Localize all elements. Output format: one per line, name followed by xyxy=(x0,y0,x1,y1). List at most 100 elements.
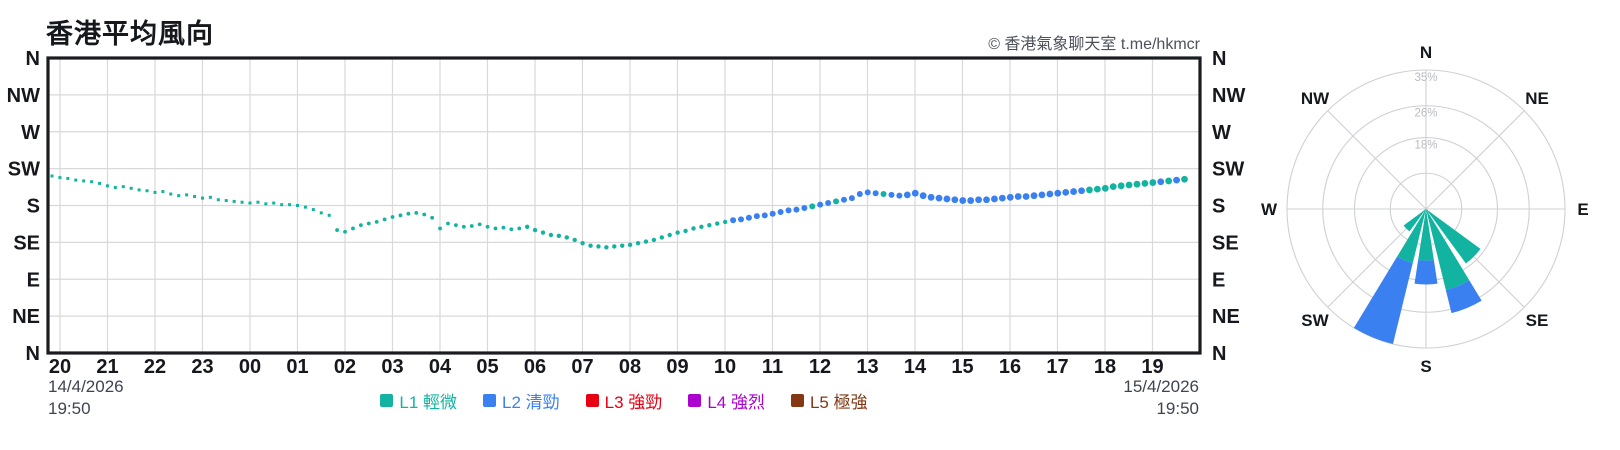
wind-direction-point xyxy=(1173,176,1180,184)
wind-direction-point xyxy=(501,225,506,230)
wind-direction-point xyxy=(809,203,816,210)
legend-item-L3: L3 強勁 xyxy=(585,388,663,413)
wind-direction-point xyxy=(1054,189,1062,197)
wind-direction-point xyxy=(1117,182,1125,190)
wind-direction-point xyxy=(169,192,173,196)
wind-direction-point xyxy=(951,196,959,204)
wind-direction-point xyxy=(659,235,665,240)
wind-direction-point xyxy=(840,196,847,203)
wind-direction-point xyxy=(1133,180,1141,188)
wind-direction-point xyxy=(596,244,601,249)
wind-direction-point xyxy=(769,210,776,217)
wind-direction-point xyxy=(627,242,633,248)
wind-direction-point xyxy=(675,230,680,235)
rose-compass-label: W xyxy=(1261,200,1278,219)
wind-direction-point xyxy=(200,196,204,200)
wind-direction-point xyxy=(943,195,951,203)
wind-direction-point xyxy=(888,191,895,198)
wind-direction-point xyxy=(643,239,649,244)
wind-direction-point xyxy=(580,240,585,246)
wind-direction-point xyxy=(667,232,672,238)
legend-item-L2: L2 清勁 xyxy=(483,388,560,413)
wind-direction-point xyxy=(1022,193,1030,200)
rose-compass-label: SE xyxy=(1526,311,1549,330)
wind-direction-point xyxy=(366,221,371,226)
x-axis-label: 18 xyxy=(1094,356,1116,378)
wind-direction-point xyxy=(272,201,276,205)
wind-direction-point xyxy=(264,202,268,206)
rose-spoke xyxy=(1425,110,1525,210)
x-axis-label: 07 xyxy=(571,356,593,378)
wind-direction-point xyxy=(319,211,323,215)
legend: L1 輕微 L2 清勁 L3 強勁 L4 強烈 L5 極強 xyxy=(48,388,1200,413)
wind-direction-point xyxy=(1070,188,1078,195)
wind-direction-point xyxy=(864,189,871,196)
y-axis-label-left: SE xyxy=(13,232,40,254)
wind-direction-point xyxy=(1086,186,1093,194)
rose-petal-S-L1 xyxy=(1418,209,1434,261)
wind-direction-point xyxy=(1157,178,1165,186)
wind-direction-point xyxy=(1181,175,1188,183)
legend-label-L1: L1 輕微 xyxy=(399,393,458,412)
wind-direction-point xyxy=(113,185,117,189)
wind-direction-point xyxy=(351,226,355,231)
wind-direction-point xyxy=(288,203,292,207)
x-axis-label: 12 xyxy=(809,356,831,378)
wind-direction-point xyxy=(256,200,260,204)
wind-direction-point xyxy=(390,215,395,219)
wind-direction-point xyxy=(216,198,220,202)
wind-direction-point xyxy=(121,185,125,189)
legend-label-L3: L3 強勁 xyxy=(604,393,663,412)
wind-direction-point xyxy=(959,197,967,204)
wind-direction-point xyxy=(1165,177,1173,185)
wind-direction-point xyxy=(1038,191,1046,199)
wind-direction-point xyxy=(145,189,149,193)
legend-item-L5: L5 極強 xyxy=(790,388,868,413)
rose-compass-label: S xyxy=(1420,357,1431,376)
wind-direction-point xyxy=(983,196,990,204)
legend-item-L4: L4 強烈 xyxy=(688,388,765,413)
y-axis-label-right: W xyxy=(1212,122,1231,144)
start-date: 14/4/2026 xyxy=(48,377,124,396)
wind-direction-point xyxy=(801,204,808,211)
wind-direction-point xyxy=(1125,181,1133,189)
wind-direction-point xyxy=(1109,183,1117,191)
wind-direction-point xyxy=(817,201,824,208)
wind-direction-point xyxy=(896,192,903,199)
wind-direction-point xyxy=(927,193,935,201)
rose-petal-SSE-L1 xyxy=(1426,209,1470,291)
wind-direction-point xyxy=(74,178,78,182)
wind-direction-point xyxy=(722,219,728,225)
wind-direction-point xyxy=(303,205,307,209)
wind-direction-point xyxy=(833,198,840,205)
wind-direction-point xyxy=(311,208,315,212)
wind-direction-point xyxy=(422,212,427,217)
wind-direction-point xyxy=(343,229,347,234)
rose-ring-label: 35% xyxy=(1414,72,1437,84)
wind-direction-point xyxy=(1030,192,1038,200)
y-axis-label-right: E xyxy=(1212,269,1225,291)
y-axis-label-right: SW xyxy=(1212,159,1244,181)
start-time: 19:50 xyxy=(48,399,91,418)
rose-ring-label: 26% xyxy=(1414,108,1437,120)
rose-petal-SW-L1 xyxy=(1403,209,1426,232)
wind-direction-point xyxy=(358,223,363,228)
wind-direction-point xyxy=(66,176,70,180)
wind-direction-point xyxy=(564,235,569,240)
wind-direction-point xyxy=(453,223,458,228)
wind-direction-point xyxy=(738,216,745,223)
x-axis-label: 23 xyxy=(191,356,213,378)
wind-direction-point xyxy=(414,210,419,215)
wind-direction-point xyxy=(193,194,197,198)
wind-direction-point xyxy=(730,217,737,224)
rose-compass-label: E xyxy=(1577,200,1588,219)
legend-swatch-L2 xyxy=(483,394,497,407)
wind-direction-point xyxy=(82,179,86,183)
wind-direction-point xyxy=(604,245,609,250)
wind-direction-point xyxy=(485,224,490,229)
wind-direction-point xyxy=(588,243,593,248)
wind-direction-point xyxy=(153,190,157,194)
y-axis-label-right: NE xyxy=(1212,306,1240,328)
page-title: 香港平均風向 xyxy=(46,19,214,49)
wind-direction-point xyxy=(967,197,975,204)
